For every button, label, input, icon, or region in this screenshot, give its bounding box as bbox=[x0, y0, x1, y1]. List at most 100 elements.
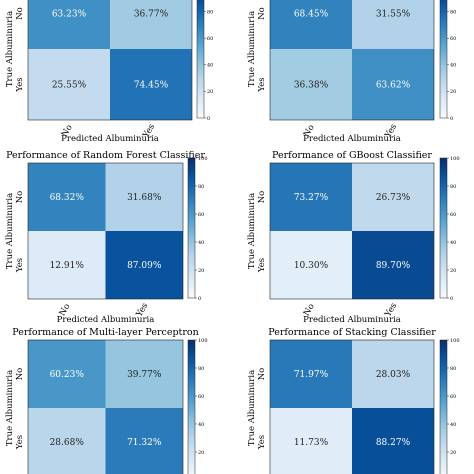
colorbar-tick-label: 20 bbox=[450, 450, 456, 456]
heatmap-cell bbox=[105, 231, 183, 299]
y-axis-label: True Albuminuria bbox=[247, 370, 257, 446]
cell-value-label: 28.03% bbox=[376, 370, 411, 380]
colorbar-tick-label: 0 bbox=[198, 296, 201, 302]
colorbar bbox=[187, 157, 196, 299]
heatmap-cell bbox=[352, 49, 434, 120]
colorbar-tick-label: 20 bbox=[450, 89, 456, 95]
x-axis-label: Predicted Albuminuria bbox=[61, 134, 159, 144]
heatmap-frame bbox=[269, 162, 435, 300]
colorbar-tick-label: 80 bbox=[450, 184, 456, 190]
colorbar-tick-label: 60 bbox=[450, 212, 456, 218]
cell-value-label: 63.23% bbox=[52, 10, 87, 20]
colorbar-tick-label: 40 bbox=[450, 240, 456, 246]
colorbar-tick-label: 60 bbox=[198, 212, 204, 218]
y-axis-label: True Albuminuria bbox=[5, 11, 15, 87]
panel-title: Performance of Random Forest Classifier bbox=[6, 150, 205, 161]
colorbar-tick-label: 40 bbox=[207, 63, 213, 69]
heatmap-frame bbox=[27, 339, 184, 474]
heatmap-cell bbox=[270, 231, 352, 299]
heatmap-cell bbox=[270, 163, 352, 231]
y-tick-label: Yes bbox=[257, 258, 267, 273]
heatmap-frame bbox=[27, 162, 184, 300]
cell-value-label: 31.55% bbox=[376, 10, 411, 20]
cell-value-label: 73.27% bbox=[294, 193, 329, 203]
confusion-matrix-panel-5: 60.23% 39.77% 28.68% 71.32% Performance of M… bbox=[5, 327, 208, 474]
y-tick-label: No bbox=[257, 7, 267, 20]
heatmap-cell bbox=[28, 163, 106, 231]
colorbar bbox=[439, 0, 448, 119]
colorbar-tick-label: 40 bbox=[450, 422, 456, 428]
y-tick-label: Yes bbox=[257, 435, 267, 450]
colorbar-tick-label: 80 bbox=[450, 9, 456, 15]
cell-value-label: 60.23% bbox=[50, 370, 85, 380]
heatmap-cell bbox=[28, 408, 106, 474]
cell-value-label: 89.70% bbox=[376, 261, 411, 271]
colorbar-tick-label: 0 bbox=[450, 116, 453, 122]
heatmap-frame bbox=[269, 0, 435, 121]
colorbar-tick-label: 80 bbox=[450, 366, 456, 372]
colorbar-tick-label: 20 bbox=[198, 268, 204, 274]
cell-value-label: 39.77% bbox=[127, 370, 162, 380]
cell-value-label: 68.32% bbox=[50, 193, 85, 203]
cell-value-label: 71.97% bbox=[294, 370, 329, 380]
y-tick-label: Yes bbox=[15, 435, 25, 450]
y-tick-label: No bbox=[15, 368, 25, 381]
confusion-matrix-panel-6: 71.97% 28.03% 11.73% 88.27% Performance of S… bbox=[247, 327, 460, 474]
y-tick-label: No bbox=[15, 7, 25, 20]
heatmap-cell bbox=[352, 340, 434, 408]
colorbar-tick-label: 40 bbox=[450, 63, 456, 69]
y-tick-label: Yes bbox=[15, 258, 25, 273]
colorbar-tick-label: 60 bbox=[207, 36, 213, 42]
heatmap-frame bbox=[27, 0, 193, 121]
heatmap-cell bbox=[270, 49, 352, 120]
heatmap-frame bbox=[269, 339, 435, 474]
heatmap-cell bbox=[28, 49, 110, 120]
heatmap-cell bbox=[352, 408, 434, 474]
cell-value-label: 36.77% bbox=[134, 10, 169, 20]
cell-value-label: 74.45% bbox=[134, 81, 169, 91]
cell-value-label: 63.62% bbox=[376, 81, 411, 91]
heatmap-cell bbox=[110, 0, 192, 49]
heatmap-cell bbox=[270, 0, 352, 49]
y-tick-label: No bbox=[15, 191, 25, 204]
colorbar-tick-label: 20 bbox=[207, 89, 213, 95]
heatmap-cell bbox=[28, 0, 110, 49]
colorbar-tick-label: 20 bbox=[198, 450, 204, 456]
heatmap-cell bbox=[352, 231, 434, 299]
cell-value-label: 12.91% bbox=[50, 261, 85, 271]
heatmap-cell bbox=[105, 340, 183, 408]
colorbar-tick-label: 100 bbox=[450, 156, 460, 162]
y-tick-label: Yes bbox=[257, 77, 267, 92]
colorbar-tick-label: 40 bbox=[198, 240, 204, 246]
heatmap-cell bbox=[28, 340, 106, 408]
y-tick-label: No bbox=[257, 191, 267, 204]
colorbar bbox=[439, 339, 448, 474]
cell-value-label: 71.32% bbox=[127, 438, 162, 448]
colorbar-tick-label: 60 bbox=[198, 394, 204, 400]
x-axis-label: Predicted Albuminuria bbox=[303, 315, 401, 325]
y-axis-label: True Albuminuria bbox=[247, 193, 257, 269]
colorbar-tick-label: 100 bbox=[198, 156, 208, 162]
colorbar-tick-label: 80 bbox=[198, 366, 204, 372]
cell-value-label: 11.73% bbox=[294, 438, 329, 448]
colorbar-tick-label: 80 bbox=[198, 184, 204, 190]
colorbar bbox=[196, 0, 205, 119]
heatmap-cell bbox=[105, 163, 183, 231]
y-tick-label: Yes bbox=[15, 77, 25, 92]
panel-title: Performance of Multi-layer Perceptron bbox=[12, 327, 198, 338]
colorbar bbox=[439, 157, 448, 299]
colorbar-tick-label: 60 bbox=[450, 394, 456, 400]
heatmap-cell bbox=[28, 231, 106, 299]
heatmap-cell bbox=[270, 408, 352, 474]
heatmap-cell bbox=[110, 49, 192, 120]
cell-value-label: 25.55% bbox=[52, 81, 87, 91]
cell-value-label: 36.38% bbox=[294, 81, 329, 91]
heatmap-cell bbox=[352, 163, 434, 231]
y-tick-label: No bbox=[257, 368, 267, 381]
heatmap-cell bbox=[352, 0, 434, 49]
x-axis-label: Predicted Albuminuria bbox=[303, 134, 401, 144]
cell-value-label: 88.27% bbox=[376, 438, 411, 448]
colorbar-tick-label: 60 bbox=[450, 36, 456, 42]
